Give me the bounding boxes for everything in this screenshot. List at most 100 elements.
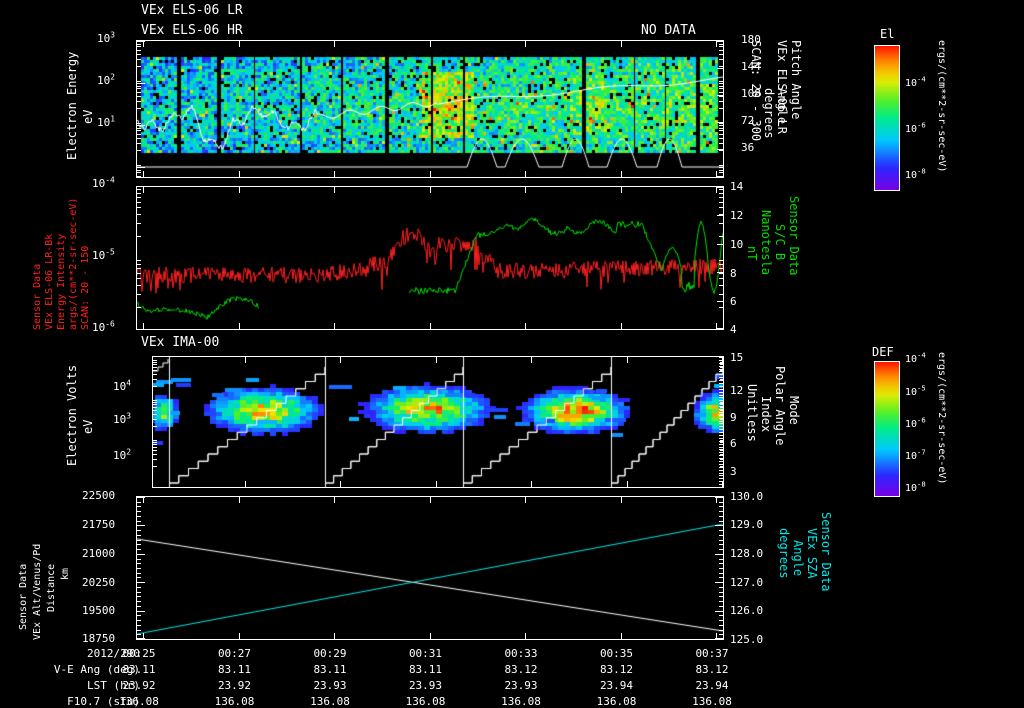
- axis-tick: [137, 573, 141, 574]
- axis-tick: [719, 138, 723, 139]
- axis-tick: [239, 171, 240, 177]
- panel3-right-label-2: Index: [759, 396, 773, 433]
- axis-tick: [719, 143, 723, 144]
- axis-tick: [239, 187, 240, 193]
- axis-tick: [153, 360, 157, 361]
- panel2-ytick-top: 10-4: [92, 175, 115, 190]
- axis-tick: [719, 278, 723, 279]
- axis-tick: [137, 189, 141, 190]
- axis-tick: [137, 86, 141, 87]
- axis-tick: [627, 481, 628, 487]
- panel1-title-lr: VEx ELS-06 LR: [141, 3, 243, 18]
- axis-tick: [153, 450, 157, 451]
- axis-tick: [430, 41, 431, 47]
- axis-tick: [719, 128, 723, 129]
- panel4-y2tick-4: 126.0: [730, 604, 764, 617]
- panel2-right-label-2: Nanotesla: [759, 210, 773, 276]
- axis-tick: [137, 150, 141, 151]
- axis-tick: [137, 167, 145, 168]
- colorbar2-tick-1: 10-5: [905, 383, 926, 398]
- axis-tick: [137, 606, 141, 607]
- panel3-title: VEx IMA-00: [141, 335, 220, 350]
- axis-tick: [137, 50, 141, 51]
- axis-tick: [719, 587, 723, 588]
- axis-tick: [719, 596, 723, 597]
- axis-tick: [719, 441, 723, 442]
- panel2-right-label-3: nT: [745, 246, 759, 261]
- row-lst-cell: 23.92: [122, 679, 156, 692]
- axis-tick: [720, 450, 723, 451]
- axis-tick: [340, 357, 341, 363]
- row-lst-cell: 23.94: [599, 679, 634, 692]
- colorbar2-tick-2: 10-6: [905, 415, 926, 430]
- axis-tick: [717, 95, 723, 96]
- panel2-left-label-3: args/(cm**2-sr-sec-eV): [68, 197, 79, 330]
- row-time-cell: 00:33: [504, 647, 538, 660]
- axis-tick: [719, 511, 723, 512]
- axis-tick: [719, 452, 723, 453]
- axis-tick: [719, 285, 723, 286]
- axis-tick: [143, 187, 144, 193]
- axis-tick: [719, 165, 723, 166]
- axis-tick: [143, 41, 144, 47]
- axis-tick: [719, 383, 723, 384]
- panel4-left-label-2: Distance: [46, 563, 57, 612]
- panel2-y2tick-8: 8: [730, 267, 737, 280]
- axis-tick: [137, 264, 141, 265]
- panel2-right-label-1: S/C B: [773, 224, 787, 261]
- axis-tick: [719, 412, 723, 413]
- axis-tick: [719, 535, 723, 536]
- row-lst-cell: 23.93: [504, 679, 538, 692]
- panel1-y2tick-180: 180: [741, 33, 761, 46]
- panel2-left-label-4: SCAN: 20 - 150: [80, 245, 91, 330]
- panel4-ytick-3: 20250: [82, 576, 116, 589]
- axis-tick: [334, 171, 335, 177]
- panel4-y2tick-5: 125.0: [730, 633, 764, 646]
- axis-tick: [137, 138, 141, 139]
- panel2-y2tick-12: 12: [730, 209, 744, 222]
- axis-tick: [720, 410, 723, 411]
- axis-tick: [719, 455, 723, 456]
- axis-tick: [720, 442, 723, 443]
- axis-tick: [719, 371, 723, 372]
- axis-tick: [137, 54, 141, 55]
- panel1-y2tick-144: 144: [741, 60, 761, 73]
- axis-tick: [716, 187, 717, 193]
- panel2-right-label-0: Sensor Data: [787, 196, 801, 276]
- panel3-ytick-10000: 104: [113, 378, 132, 393]
- axis-tick: [525, 323, 526, 329]
- axis-tick: [719, 108, 723, 109]
- axis-tick: [137, 268, 141, 269]
- axis-tick: [137, 587, 141, 588]
- axis-tick: [627, 357, 628, 363]
- axis-tick: [137, 554, 145, 555]
- panel4-y2tick-2: 128.0: [730, 547, 764, 560]
- row-lst-cell: 23.93: [408, 679, 443, 692]
- axis-tick: [720, 440, 723, 441]
- row-f107-cell: 136.08: [501, 695, 541, 708]
- axis-tick: [153, 402, 157, 403]
- axis-tick: [525, 497, 526, 503]
- axis-tick: [720, 379, 723, 380]
- axis-tick: [137, 559, 141, 560]
- axis-tick: [153, 364, 157, 365]
- axis-tick: [719, 577, 723, 578]
- panel1-ytick-10: 101: [97, 114, 116, 129]
- axis-tick: [719, 150, 723, 151]
- panel3-left-axis-label: Electron Volts: [65, 364, 79, 466]
- axis-tick: [719, 481, 723, 482]
- axis-tick: [137, 83, 145, 84]
- axis-tick: [137, 260, 141, 261]
- axis-tick: [137, 134, 141, 135]
- panel3-right-label-1: Polar Angle: [773, 366, 787, 446]
- axis-tick: [137, 535, 141, 536]
- panel4-left-label-0: Sensor Data: [18, 563, 29, 630]
- panel1-left-axis-label: Electron Energy: [65, 51, 79, 160]
- row-lst-cell: 23.93: [313, 679, 347, 692]
- axis-tick: [153, 419, 157, 420]
- axis-tick: [717, 149, 723, 150]
- axis-tick: [137, 44, 141, 45]
- panel1-title-hr: VEx ELS-06 HR: [141, 23, 243, 38]
- axis-tick: [621, 497, 622, 503]
- row-f107-cell: 136.08: [692, 695, 732, 708]
